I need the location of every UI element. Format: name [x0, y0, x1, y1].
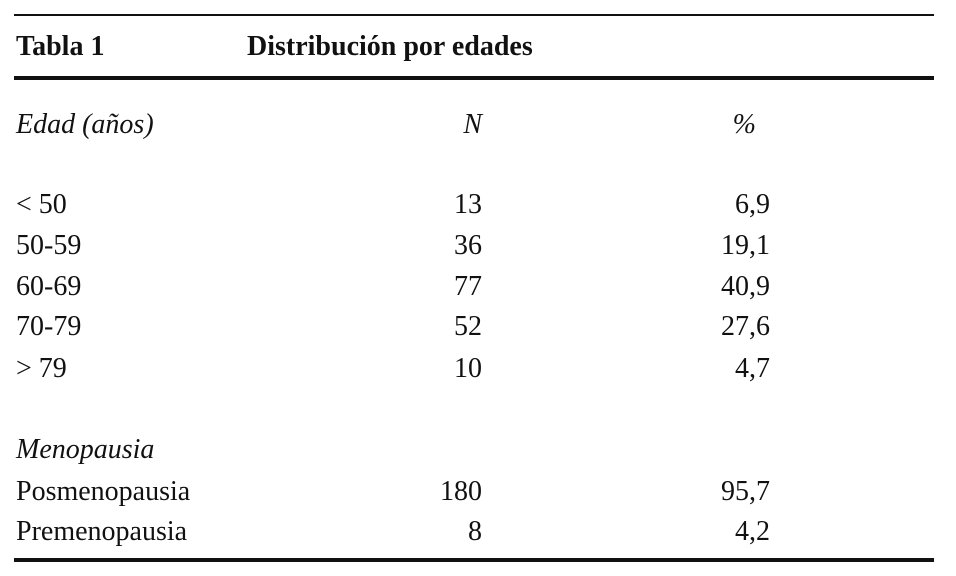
table-cell: 10	[454, 353, 482, 384]
table-cell: 4,2	[735, 516, 770, 547]
table-cell: Premenopausia	[16, 516, 188, 547]
table-cell: Posmenopausia	[16, 476, 191, 507]
section-header: Menopausia	[16, 434, 155, 465]
bottom-rule	[14, 558, 934, 562]
table-cell: 6,9	[735, 189, 770, 220]
table-label: Tabla 1	[16, 31, 105, 62]
table-cell: 36	[454, 230, 482, 261]
table-cell: 50-59	[16, 230, 82, 261]
table-cell: 180	[440, 476, 482, 507]
table-cell: 19,1	[721, 230, 770, 261]
column-header: N	[463, 109, 482, 140]
table-cell: 8	[468, 516, 482, 547]
table-cell: 13	[454, 189, 482, 220]
table-title: Distribución por edades	[247, 31, 533, 62]
table-cell: 52	[454, 311, 482, 342]
table-cell: 95,7	[721, 476, 770, 507]
table-cell: 4,7	[735, 353, 770, 384]
table-cell: < 50	[16, 189, 67, 220]
column-header: Edad (años)	[16, 109, 154, 140]
column-header: %	[732, 109, 756, 140]
table-cell: 70-79	[16, 311, 82, 342]
header-rule	[14, 76, 934, 80]
table-cell: 77	[454, 271, 482, 302]
table-cell: 60-69	[16, 271, 82, 302]
table-cell: 27,6	[721, 311, 770, 342]
table-cell: 40,9	[721, 271, 770, 302]
top-rule	[14, 14, 934, 16]
table-cell: > 79	[16, 353, 67, 384]
